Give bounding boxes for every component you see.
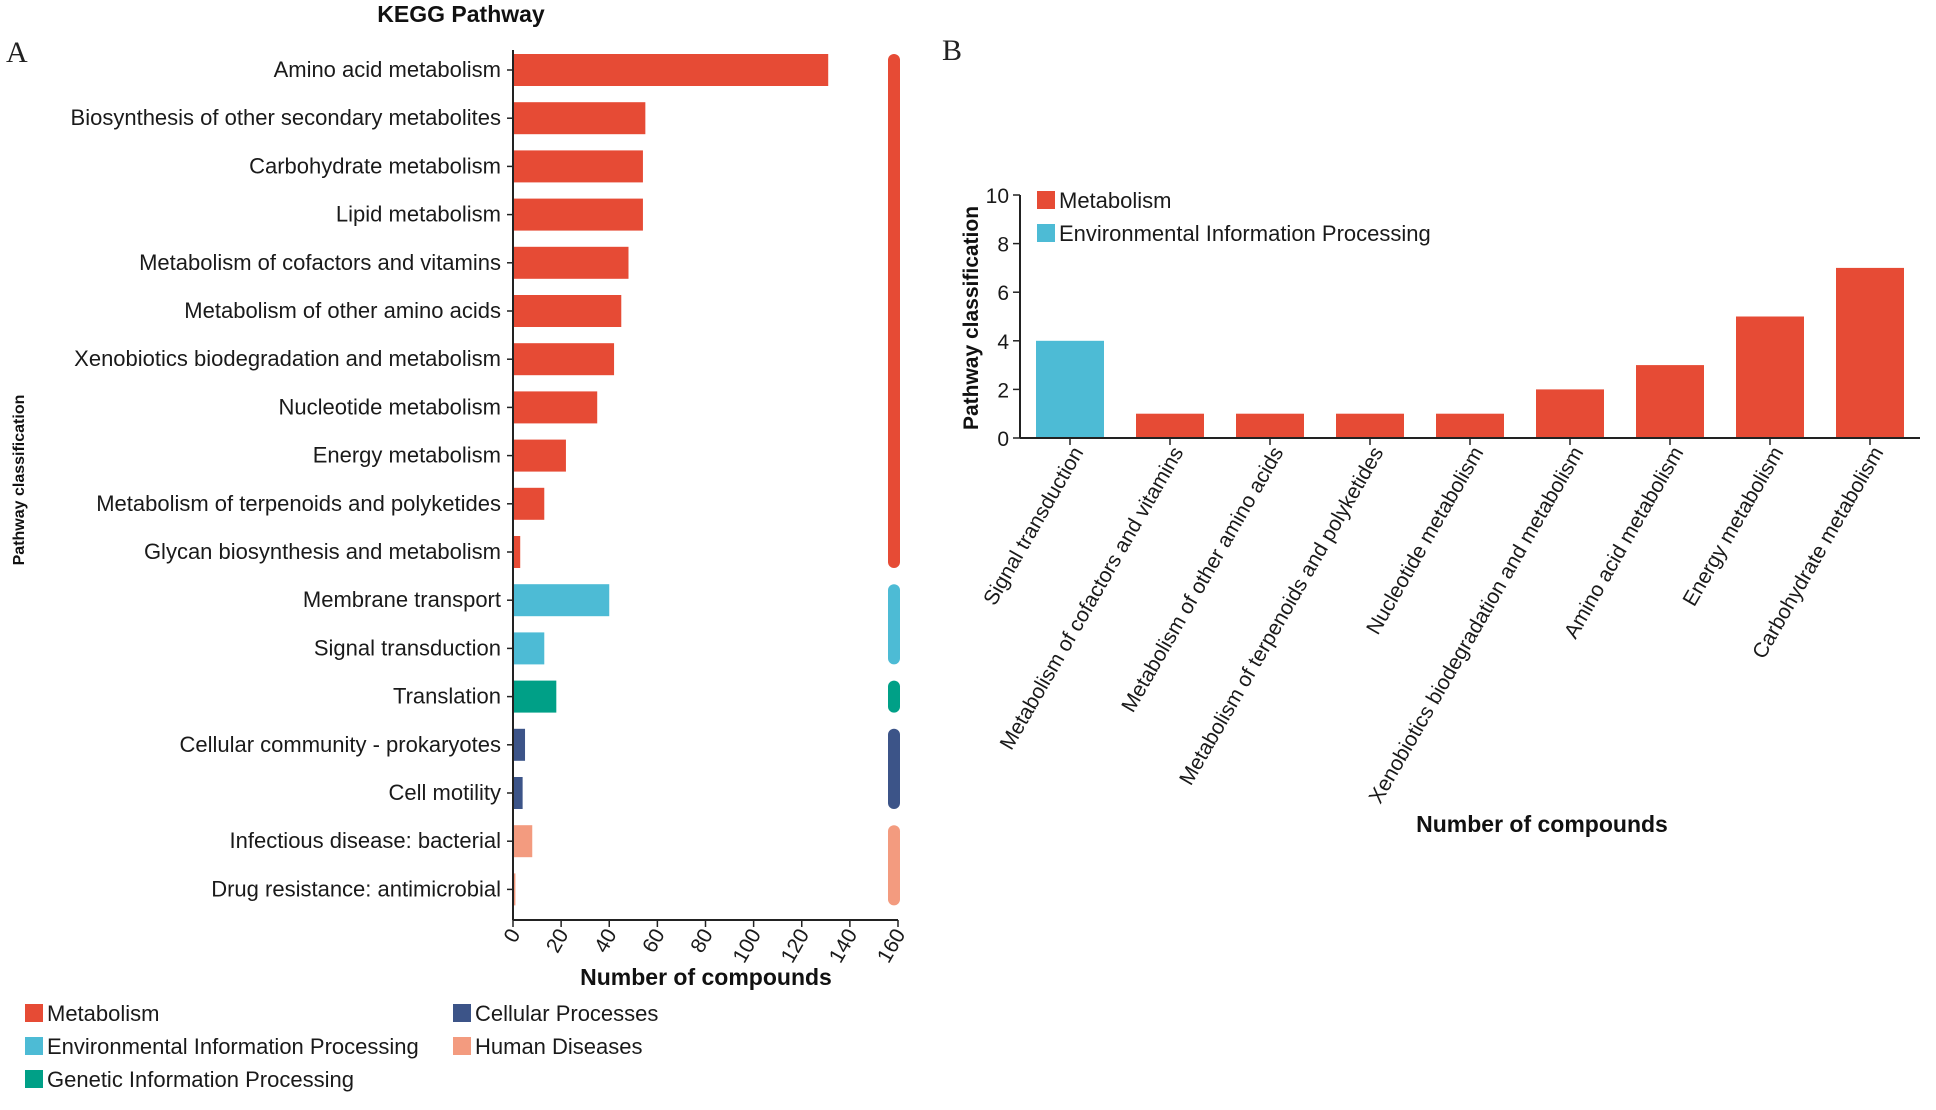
bar-drug-resistance-antimicrobial [513, 873, 516, 906]
bar-lipid-metabolism [513, 198, 643, 231]
bar-nucleotide-metabolism [513, 391, 598, 424]
bar-amino-acid-metabolism [1636, 365, 1704, 438]
y-tick-label: 4 [997, 331, 1009, 354]
bar-signal-transduction [1036, 340, 1104, 438]
group-strip-genetic-information-processing [888, 680, 900, 713]
panel-a-chart: KEGG Pathway Amino acid metabolism Biosynt… [11, 1, 910, 1092]
category-label: Cell motility [389, 780, 501, 805]
category-label: Metabolism of terpenoids and polyketides [1175, 443, 1388, 789]
y-tick-label: 2 [997, 379, 1009, 402]
bar-cell-motility [513, 777, 523, 809]
x-tick-label: 140 [825, 925, 862, 967]
category-label: Amino acid metabolism [274, 57, 501, 82]
x-tick-label: 100 [729, 925, 766, 967]
category-label: Translation [393, 684, 501, 709]
bar-energy-metabolism [1736, 316, 1804, 438]
bar-amino-acid-metabolism [513, 54, 829, 86]
y-tick-label: 10 [986, 185, 1009, 208]
legend-swatch [25, 1070, 43, 1088]
bar-energy-metabolism [513, 439, 566, 472]
group-strip-human-diseases [888, 825, 900, 906]
category-label: Energy metabolism [313, 443, 501, 468]
legend-label: Metabolism [47, 1001, 159, 1026]
category-label: Xenobiotics biodegradation and metabolis… [1365, 443, 1589, 807]
bar-glycan-biosynthesis-and-metabolism [513, 536, 521, 568]
category-label: Signal transduction [314, 635, 501, 660]
category-label: Lipid metabolism [336, 202, 501, 227]
legend-label: Environmental Information Processing [1059, 221, 1431, 246]
category-label: Metabolism of other amino acids [184, 298, 501, 323]
legend-label: Cellular Processes [475, 1001, 658, 1026]
category-label: Membrane transport [303, 587, 501, 612]
bar-metabolism-of-terpenoids-and-polyketides [513, 487, 545, 520]
x-tick-label: 120 [777, 925, 814, 967]
legend-label: Environmental Information Processing [47, 1034, 419, 1059]
bar-biosynthesis-of-other-secondary-metabolites [513, 102, 646, 135]
y-tick-label: 0 [997, 428, 1009, 451]
category-label: Biosynthesis of other secondary metaboli… [71, 105, 501, 130]
legend-label: Genetic Information Processing [47, 1067, 354, 1092]
legend-swatch [25, 1004, 43, 1022]
panel-b-xlabel: Number of compounds [1416, 811, 1668, 837]
bar-infectious-disease-bacterial [513, 825, 533, 858]
category-label: Metabolism of cofactors and vitamins [996, 443, 1189, 754]
group-strip-environmental-information-processing [888, 584, 900, 665]
y-tick-label: 8 [997, 234, 1009, 257]
group-strip-cellular-processes [888, 728, 900, 809]
legend-label: Metabolism [1059, 188, 1171, 213]
x-tick-label: 0 [500, 925, 526, 947]
bar-translation [513, 680, 557, 713]
x-tick-label: 160 [873, 925, 910, 967]
legend-swatch [453, 1037, 471, 1055]
category-label: Energy metabolism [1679, 443, 1789, 610]
bar-metabolism-of-terpenoids-and-polyketides [1336, 413, 1404, 438]
category-label: Signal transduction [979, 443, 1088, 609]
bar-xenobiotics-biodegradation-and-metabolism [1536, 389, 1604, 438]
bar-xenobiotics-biodegradation-and-metabolism [513, 343, 615, 376]
bar-metabolism-of-other-amino-acids [513, 295, 622, 327]
bar-carbohydrate-metabolism [513, 150, 643, 183]
bar-signal-transduction [513, 632, 545, 665]
panel-a-letter: A [6, 36, 28, 69]
bar-membrane-transport [513, 584, 610, 617]
category-label: Metabolism of cofactors and vitamins [139, 250, 501, 275]
category-label: Nucleotide metabolism [1362, 443, 1488, 638]
category-label: Glycan biosynthesis and metabolism [144, 539, 501, 564]
x-tick-label: 60 [638, 925, 670, 957]
bar-cellular-community-prokaryotes [513, 728, 526, 761]
bar-carbohydrate-metabolism [1836, 267, 1904, 438]
bar-nucleotide-metabolism [1436, 413, 1504, 438]
category-label: Xenobiotics biodegradation and metabolis… [74, 346, 501, 371]
panel-a-xlabel: Number of compounds [580, 964, 832, 990]
legend-swatch [453, 1004, 471, 1022]
legend-swatch [1037, 224, 1055, 242]
panel-b-letter: B [942, 34, 962, 67]
category-label: Nucleotide metabolism [278, 394, 501, 419]
bar-metabolism-of-cofactors-and-vitamins [513, 246, 629, 279]
panel-a-ylabel: Pathway classification [11, 395, 28, 566]
bar-metabolism-of-cofactors-and-vitamins [1136, 413, 1204, 438]
category-label: Carbohydrate metabolism [249, 153, 501, 178]
panel-b-ylabel: Pathway classification [960, 206, 983, 430]
category-label: Infectious disease: bacterial [230, 828, 502, 853]
category-label: Cellular community - prokaryotes [179, 732, 501, 757]
bar-metabolism-of-other-amino-acids [1236, 413, 1304, 438]
legend-swatch [1037, 191, 1055, 209]
x-tick-label: 40 [590, 925, 622, 957]
group-strip-metabolism [888, 54, 900, 568]
y-tick-label: 6 [997, 282, 1009, 305]
category-label: Metabolism of other amino acids [1117, 443, 1288, 716]
category-label: Drug resistance: antimicrobial [211, 876, 501, 901]
x-tick-label: 20 [542, 925, 574, 957]
category-label: Amino acid metabolism [1560, 443, 1688, 643]
panel-a-title: KEGG Pathway [377, 1, 545, 27]
category-label: Metabolism of terpenoids and polyketides [96, 491, 501, 516]
x-tick-label: 80 [686, 925, 718, 957]
legend-label: Human Diseases [475, 1034, 643, 1059]
legend-swatch [25, 1037, 43, 1055]
